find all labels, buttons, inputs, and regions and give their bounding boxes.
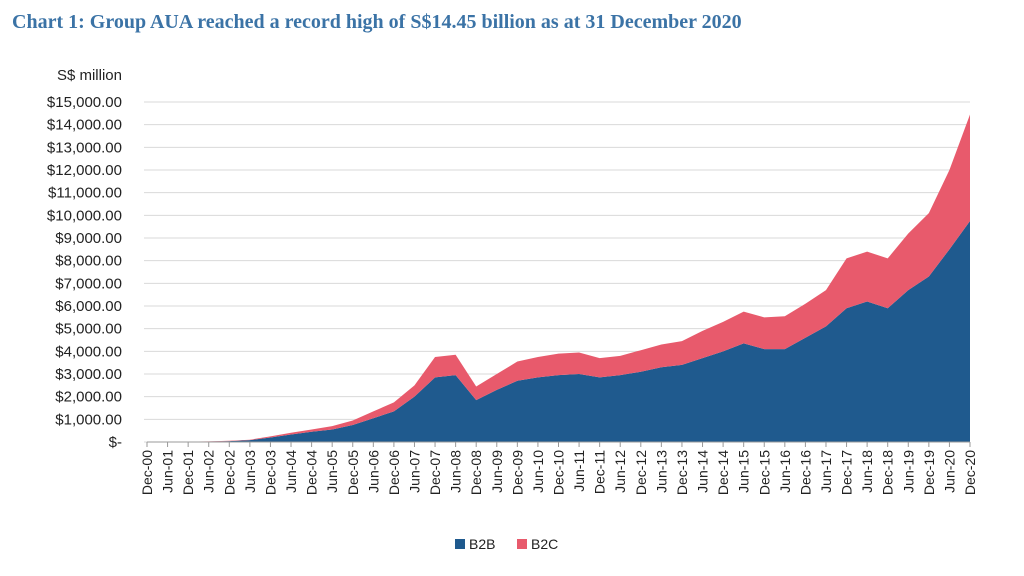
- x-tick-label: Jun-18: [859, 450, 875, 493]
- x-tick-label: Dec-02: [221, 450, 237, 495]
- x-tick-label: Jun-03: [242, 450, 258, 493]
- x-tick-label: Jun-14: [695, 450, 711, 493]
- legend-swatch: [455, 539, 465, 549]
- x-tick-label: Jun-11: [571, 450, 587, 492]
- x-tick-label: Dec-14: [715, 450, 731, 495]
- y-tick-label: $11,000.00: [48, 185, 122, 202]
- x-tick-label: Dec-12: [633, 450, 649, 495]
- x-tick-label: Jun-19: [900, 450, 916, 493]
- x-tick-label: Jun-17: [818, 450, 834, 493]
- y-axis-label: S$ million: [57, 67, 122, 84]
- legend-label: B2B: [469, 536, 495, 552]
- x-tick-label: Dec-07: [427, 450, 443, 495]
- x-tick-label: Dec-20: [962, 450, 978, 495]
- y-tick-label: $7,000.00: [55, 275, 122, 292]
- x-tick-label: Dec-18: [880, 450, 896, 495]
- x-tick-label: Dec-05: [345, 450, 361, 495]
- x-tick-label: Jun-04: [283, 450, 299, 493]
- x-tick-label: Dec-00: [139, 450, 155, 495]
- x-tick-label: Jun-06: [365, 450, 381, 493]
- y-tick-label: $-: [109, 434, 122, 451]
- x-tick-label: Jun-05: [324, 450, 340, 493]
- y-tick-label: $9,000.00: [55, 230, 122, 247]
- x-tick-label: Dec-11: [592, 450, 608, 494]
- y-tick-label: $5,000.00: [55, 321, 122, 338]
- y-tick-label: $4,000.00: [55, 343, 122, 360]
- y-tick-label: $15,000.00: [47, 94, 122, 111]
- x-tick-label: Dec-04: [304, 450, 320, 495]
- y-tick-label: $3,000.00: [55, 366, 122, 383]
- y-tick-label: $12,000.00: [47, 162, 122, 179]
- x-tick-label: Jun-07: [406, 450, 422, 493]
- x-tick-label: Dec-06: [386, 450, 402, 495]
- area: [147, 221, 970, 442]
- y-tick-label: $1,000.00: [55, 411, 122, 428]
- x-tick-label: Jun-09: [489, 450, 505, 493]
- y-tick-label: $13,000.00: [47, 139, 122, 156]
- legend-swatch: [517, 539, 527, 549]
- x-tick-label: Dec-01: [180, 450, 196, 495]
- x-tick-label: Dec-16: [797, 450, 813, 495]
- y-tick-label: $10,000.00: [47, 207, 122, 224]
- x-tick-label: Dec-19: [921, 450, 937, 495]
- x-tick-label: Dec-09: [509, 450, 525, 495]
- chart-title: Chart 1: Group AUA reached a record high…: [12, 11, 742, 33]
- x-tick-label: Jun-13: [653, 450, 669, 493]
- x-tick-label: Dec-08: [468, 450, 484, 495]
- x-tick-label: Jun-12: [612, 450, 628, 493]
- y-tick-label: $6,000.00: [55, 298, 122, 315]
- x-tick-label: Jun-20: [941, 450, 957, 493]
- x-tick-label: Dec-13: [674, 450, 690, 495]
- x-tick-label: Jun-02: [201, 450, 217, 493]
- x-tick-label: Jun-10: [530, 450, 546, 493]
- x-tick-label: Jun-16: [777, 450, 793, 493]
- legend-label: B2C: [531, 536, 558, 552]
- x-tick-label: Jun-15: [736, 450, 752, 493]
- y-tick-label: $8,000.00: [55, 253, 122, 270]
- x-tick-label: Dec-15: [756, 450, 772, 495]
- x-tick-label: Dec-10: [551, 450, 567, 495]
- x-tick-label: Dec-03: [262, 450, 278, 495]
- x-tick-label: Jun-01: [160, 450, 176, 493]
- y-tick-label: $14,000.00: [47, 117, 122, 134]
- y-tick-label: $2,000.00: [55, 389, 122, 406]
- x-tick-label: Dec-17: [839, 450, 855, 495]
- x-tick-label: Jun-08: [448, 450, 464, 493]
